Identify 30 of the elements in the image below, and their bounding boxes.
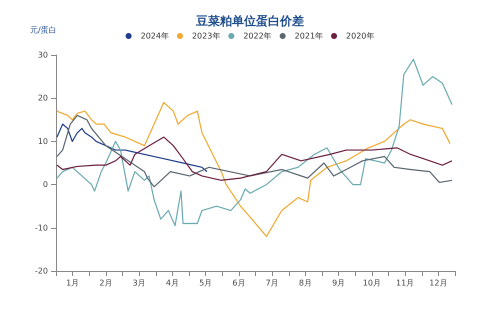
x-tick-label: 8月 — [298, 278, 312, 288]
y-tick-label: -10 — [34, 223, 48, 232]
x-tick-label: 10月 — [362, 278, 381, 288]
x-tick-label: 12月 — [429, 278, 448, 288]
legend-label: 2021年 — [294, 32, 324, 40]
x-tick-label: 7月 — [266, 278, 279, 288]
line-series — [56, 124, 208, 172]
x-tick-label: 1月 — [66, 278, 80, 288]
y-tick-label: 30 — [38, 50, 48, 60]
legend-label: 2022年 — [243, 32, 272, 40]
line-series — [56, 136, 453, 181]
line-series — [56, 58, 453, 226]
chart-title: 豆菜粕单位蛋白价差 — [195, 14, 304, 28]
x-tick-label: 4月 — [166, 278, 179, 288]
x-tick-label: 3月 — [132, 278, 146, 288]
line-series — [56, 102, 451, 238]
legend-label: 2023年 — [192, 32, 220, 40]
y-tick-label: -20 — [34, 266, 48, 276]
x-tick-label: 6月 — [232, 278, 246, 288]
line-series — [56, 114, 453, 188]
x-tick-label: 11月 — [396, 278, 414, 288]
x-tick-label: 5月 — [199, 278, 212, 288]
legend-label: 2024年 — [140, 32, 169, 40]
y-axis-title: 元/蛋白 — [30, 26, 57, 34]
y-tick-label: 10 — [38, 136, 48, 146]
x-tick-label: 9月 — [332, 278, 346, 288]
x-tick-label: 2月 — [99, 278, 112, 288]
legend-label: 2020年 — [346, 32, 374, 40]
y-tick-label: 0 — [42, 180, 48, 190]
y-tick-label: 20 — [38, 94, 48, 103]
